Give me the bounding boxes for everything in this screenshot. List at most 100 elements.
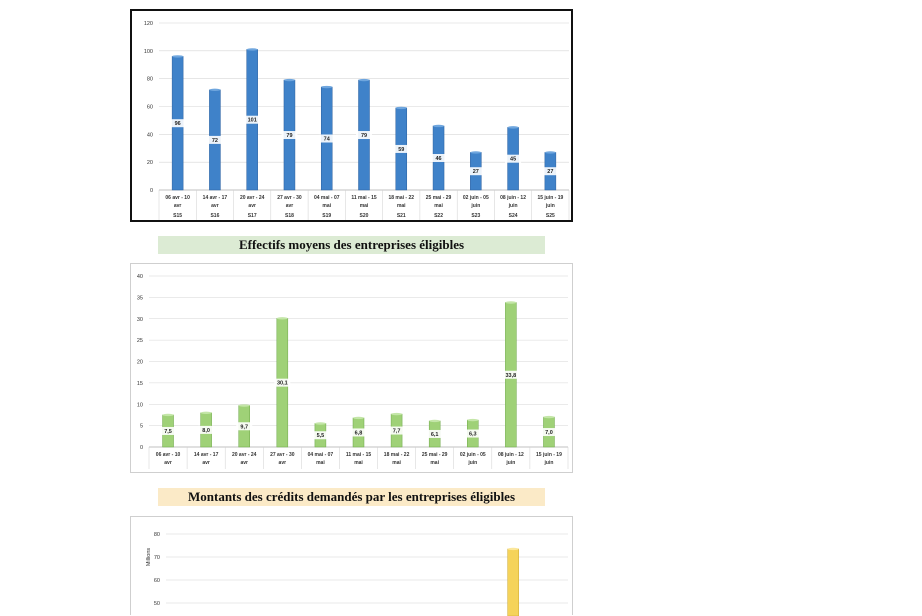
c2-category-label: 18 mai - 22 — [384, 452, 410, 458]
c2-ytick-label: 30 — [137, 317, 143, 323]
c1-category-label: 27 avr - 30 — [277, 195, 302, 201]
c1-ytick-label: 100 — [144, 49, 153, 55]
c1-category-label: 20 avr - 24 — [240, 195, 265, 201]
c1-category-label-line2: avr — [174, 203, 182, 209]
c2-bar-cap — [505, 301, 517, 304]
c1-data-label: 96 — [175, 121, 181, 127]
c2-data-label: 6,1 — [431, 432, 439, 438]
c2-ytick-label: 10 — [137, 402, 143, 408]
c2-data-label: 7,7 — [393, 429, 401, 435]
c3-bar — [507, 548, 519, 616]
heading-effectifs: Effectifs moyens des entreprises éligibl… — [158, 236, 545, 254]
c1-week-label: S19 — [322, 213, 331, 219]
c1-week-label: S15 — [173, 213, 182, 219]
c2-category-label-line2: mai — [392, 460, 401, 466]
c2-ytick-label: 35 — [137, 295, 143, 301]
c2-data-label-bg — [350, 428, 367, 437]
c1-category-label-line2: avr — [211, 203, 219, 209]
c3-ylabel: Millions — [146, 548, 152, 567]
c2-data-label: 7,0 — [545, 430, 553, 436]
c2-bar-cap — [276, 317, 288, 320]
c2-category-label: 15 juin - 19 — [536, 452, 562, 458]
c1-data-label: 101 — [248, 118, 257, 124]
c2-bar-cap — [314, 422, 326, 425]
c2-data-label: 8,0 — [202, 428, 210, 434]
c2-category-label-line2: avr — [164, 460, 172, 466]
c2-category-label-line2: juin — [544, 460, 554, 466]
c2-data-label-bg — [312, 431, 329, 440]
c1-bar-cap — [470, 151, 482, 154]
c2-data-label: 9,7 — [240, 424, 248, 430]
c1-ytick-label: 120 — [144, 21, 153, 27]
c1-data-label-bg — [244, 115, 261, 124]
c1-bar-cap — [172, 55, 184, 58]
c2-category-label: 25 mai - 29 — [422, 452, 448, 458]
c2-data-label-bg — [540, 428, 557, 437]
c2-category-label: 08 juin - 12 — [498, 452, 524, 458]
c1-data-label: 27 — [473, 169, 479, 175]
c2-bar-cap — [467, 418, 479, 422]
c2-bar-cap — [391, 412, 403, 416]
c1-category-label-line2: avr — [286, 203, 294, 209]
c1-category-label-line2: mai — [397, 203, 406, 209]
c1-week-label: S23 — [471, 213, 480, 219]
c1-bar-cap — [283, 78, 295, 82]
c1-category-label: 11 mai - 15 — [351, 195, 377, 201]
c1-category-label: 06 avr - 10 — [165, 195, 190, 201]
c1-data-label-bg — [393, 144, 410, 153]
c2-data-label-bg — [464, 429, 481, 438]
c2-category-label-line2: avr — [279, 460, 287, 466]
c2-ytick-label: 15 — [137, 381, 143, 387]
c1-category-label-line2: juin — [508, 203, 518, 209]
c2-bar-cap — [238, 404, 250, 407]
c2-category-label-line2: juin — [505, 460, 515, 466]
c1-category-label: 02 juin - 05 — [463, 195, 489, 201]
c1-category-label-line2: juin — [470, 203, 480, 209]
c2-category-label: 06 avr - 10 — [156, 452, 181, 458]
c1-category-label: 04 mai - 07 — [314, 195, 340, 201]
c1-data-label-bg — [356, 131, 372, 140]
c1-week-label: S16 — [210, 213, 219, 219]
c1-bar-cap — [544, 151, 556, 154]
c2-bar-cap — [543, 415, 555, 419]
c2-data-label-bg — [388, 426, 405, 435]
c1-data-label: 45 — [510, 157, 516, 163]
c2-ytick-label: 25 — [137, 338, 143, 344]
c1-data-label: 46 — [435, 156, 441, 162]
c1-data-label-bg — [542, 167, 559, 176]
c2-category-label-line2: mai — [430, 460, 439, 466]
c2-category-label-line2: juin — [467, 460, 477, 466]
c2-bar-cap — [200, 411, 212, 414]
c2-data-label: 6,8 — [355, 430, 363, 436]
c1-ytick-label: 20 — [147, 160, 153, 166]
c2-category-label: 14 avr - 17 — [194, 452, 219, 458]
c2-data-label: 5,5 — [317, 433, 325, 439]
c2-bar-cap — [162, 413, 174, 417]
c1-week-label: S18 — [285, 213, 294, 219]
c2-data-label: 6,3 — [469, 432, 477, 438]
c1-data-label: 27 — [547, 169, 553, 175]
c2-data-label-bg — [236, 422, 253, 431]
c1-week-label: S22 — [434, 213, 443, 219]
c1-data-label-bg — [206, 135, 223, 144]
c1-category-label: 08 juin - 12 — [500, 195, 526, 201]
c1-week-label: S17 — [248, 213, 257, 219]
c2-ytick-label: 40 — [137, 274, 143, 280]
c1-week-label: S25 — [546, 213, 555, 219]
c1-category-label: 25 mai - 29 — [426, 195, 452, 201]
c1-data-label: 59 — [398, 147, 404, 153]
c2-data-label-bg — [160, 426, 177, 435]
c2-data-label-bg — [502, 370, 519, 379]
c1-bar-cap — [433, 124, 445, 128]
c1-data-label-bg — [430, 153, 447, 162]
c2-ytick-label: 20 — [137, 360, 143, 366]
c2-category-label: 20 avr - 24 — [232, 452, 257, 458]
c2-category-label: 11 mai - 15 — [346, 452, 372, 458]
c1-category-label-line2: mai — [434, 203, 443, 209]
c2-category-label: 27 avr - 30 — [270, 452, 295, 458]
c2-data-label-bg — [426, 429, 443, 438]
chart-effectifs-svg: 0 5 10 15 20 25 30 35 40 7,5 06 avr - 10 avr 8,0 14 a… — [137, 274, 569, 469]
c2-category-label: 02 juin - 05 — [460, 452, 486, 458]
c2-category-label-line2: avr — [202, 460, 210, 466]
chart-effectifs: 0 5 10 15 20 25 30 35 40 7,5 06 avr - 10 avr 8,0 14 a… — [130, 263, 573, 473]
